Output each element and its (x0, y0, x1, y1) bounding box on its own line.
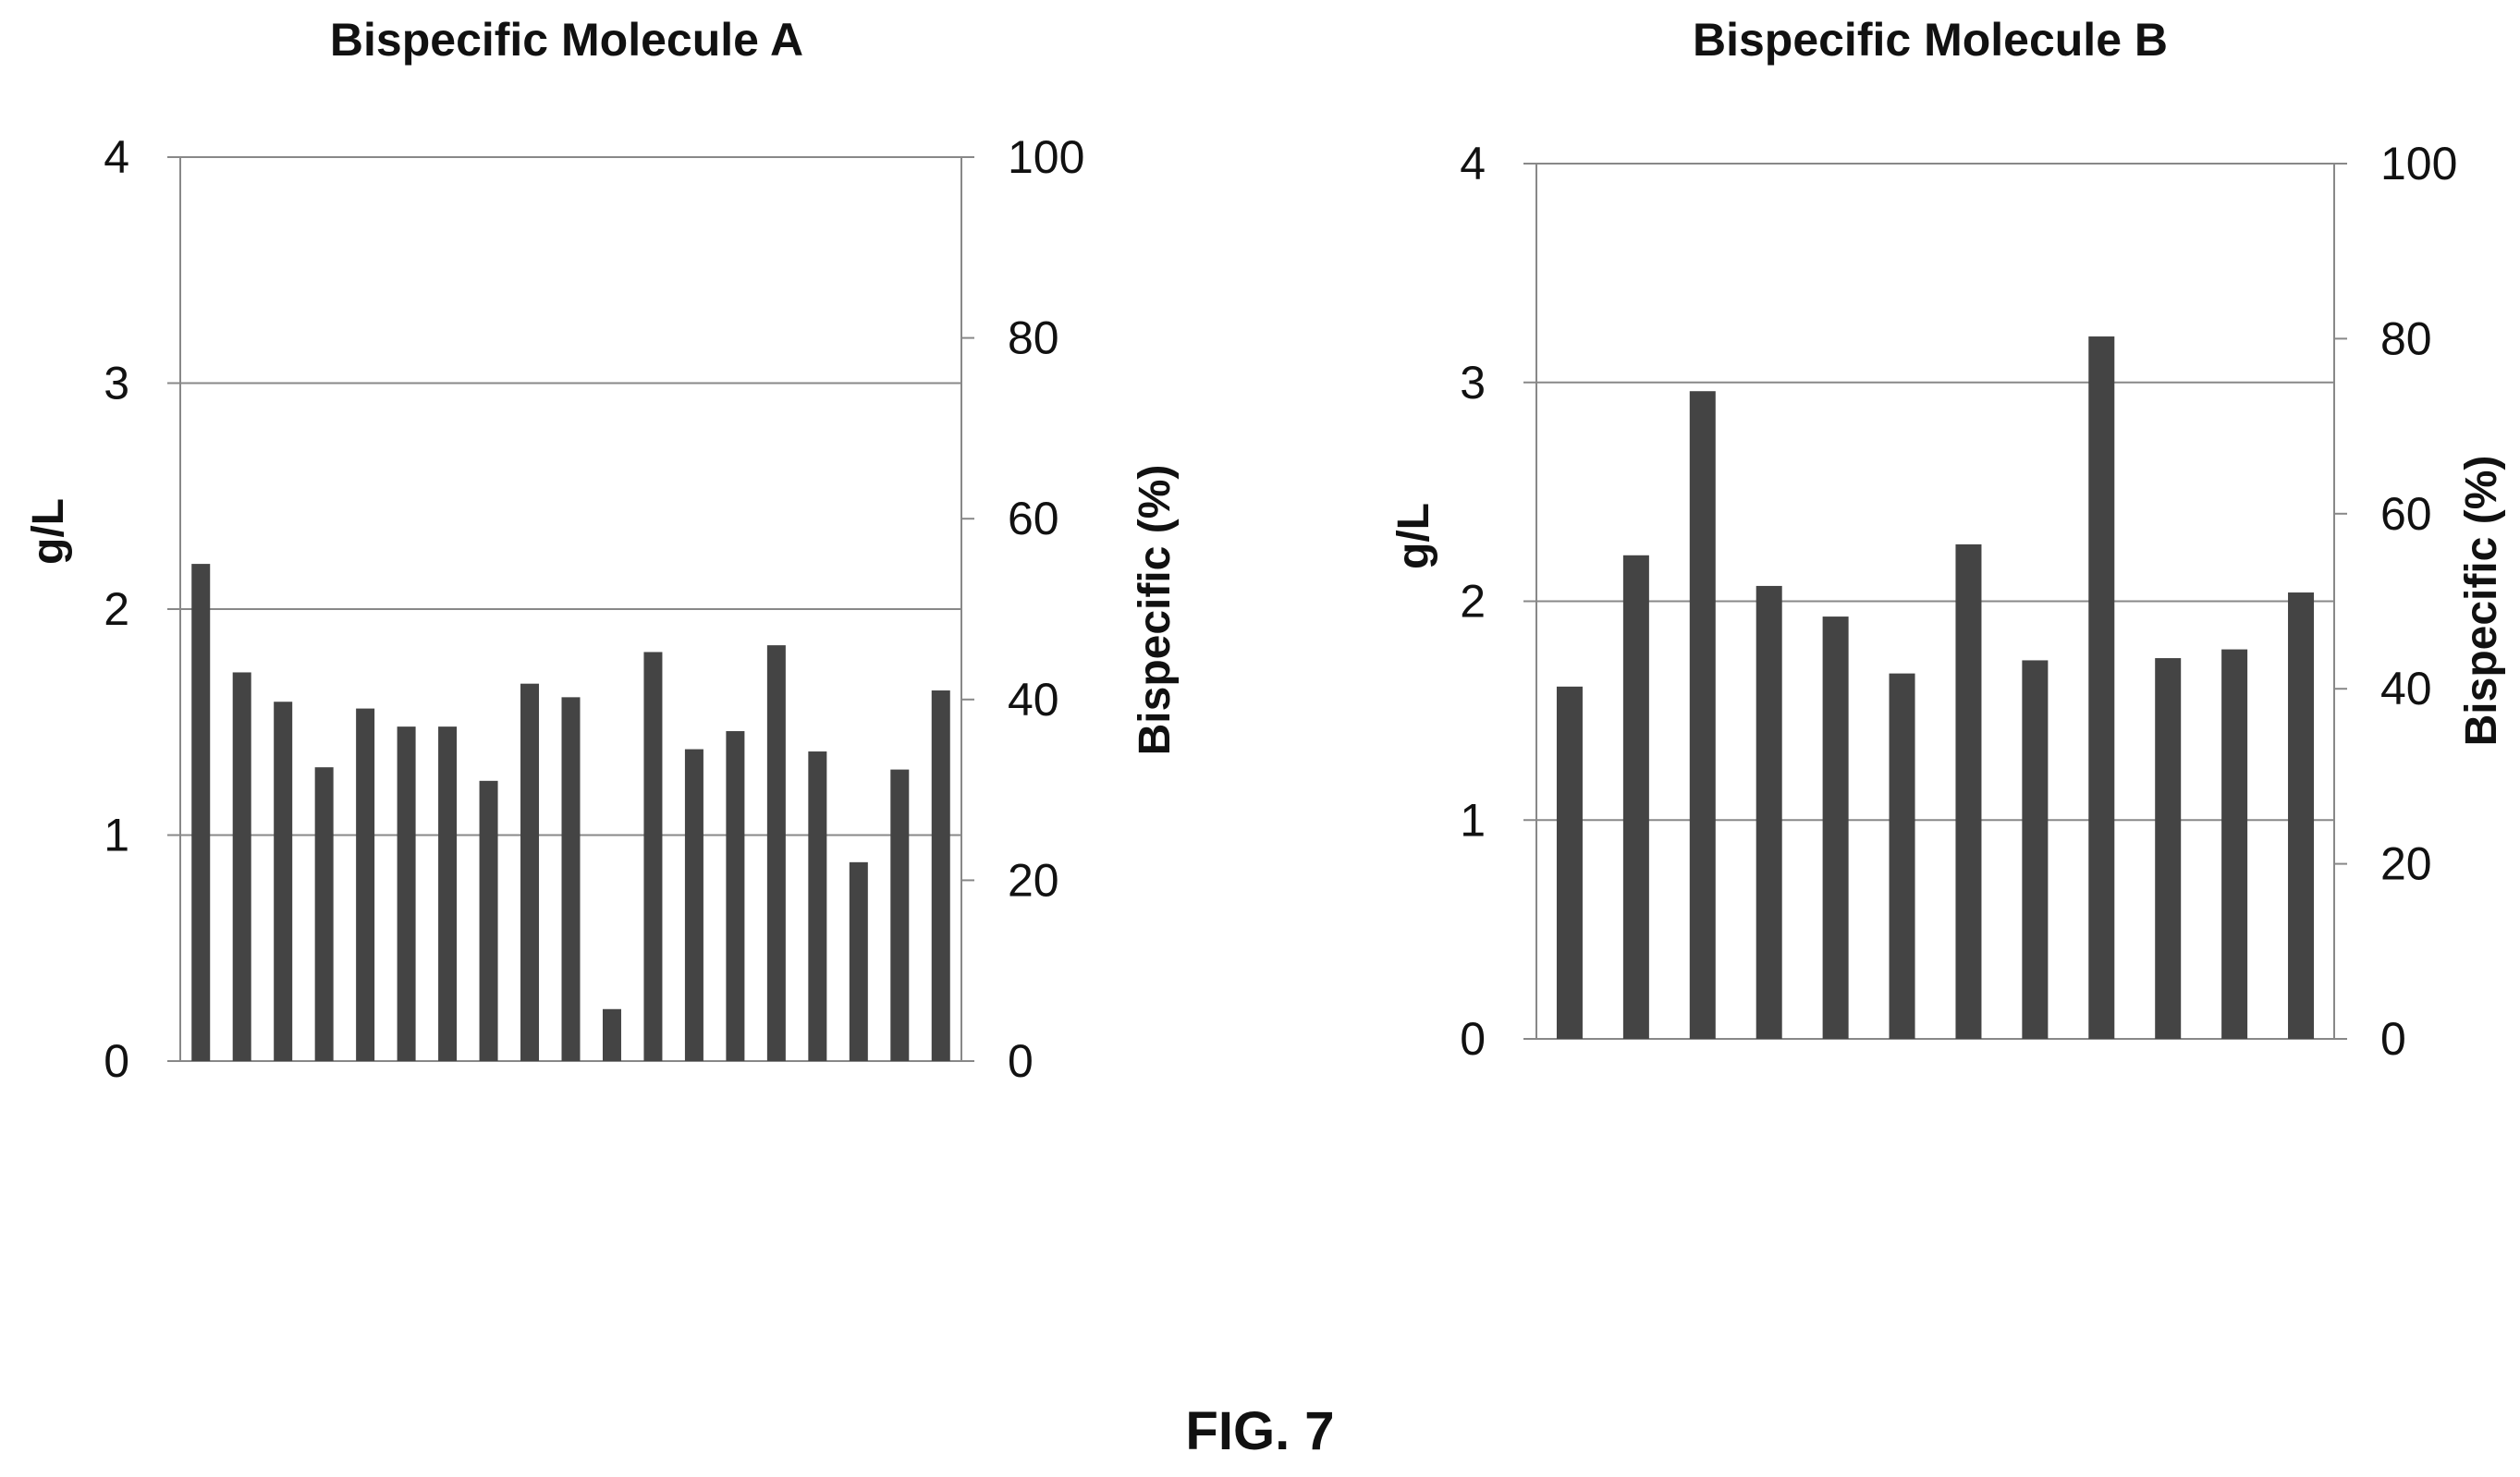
y-tick-label: 4 (104, 131, 129, 183)
y2-tick-label: 80 (1008, 312, 1059, 364)
bar (438, 726, 458, 1061)
bar (1689, 391, 1716, 1040)
y-tick-label: 1 (1460, 794, 1486, 846)
bar (643, 652, 663, 1061)
bar (274, 702, 293, 1061)
bar (849, 861, 868, 1061)
y2-tick-label: 100 (1008, 131, 1084, 183)
bar (684, 749, 703, 1061)
y2-tick-label: 100 (2380, 138, 2457, 189)
y2-tick-label: 40 (2380, 663, 2432, 714)
bar (1822, 616, 1849, 1039)
bar (2088, 336, 2115, 1040)
bar (520, 683, 540, 1061)
y2-axis-label: Bispecific (%) (2457, 456, 2506, 747)
y-tick-label: 3 (1460, 357, 1486, 409)
figure-caption: FIG. 7 (1185, 1401, 1335, 1461)
y2-tick-label: 0 (2380, 1013, 2406, 1065)
bar (1622, 555, 1649, 1039)
bar (2022, 660, 2049, 1039)
bar (2155, 658, 2182, 1039)
y2-tick-label: 20 (2380, 838, 2432, 890)
bar (766, 645, 786, 1061)
bar (191, 564, 211, 1061)
bar (602, 1008, 621, 1061)
chart-bispecific-molecule-b: Bispecific Molecule B01234020406080100g/… (1389, 14, 2506, 1065)
y2-tick-label: 0 (1008, 1035, 1034, 1087)
bar (314, 767, 334, 1061)
y-tick-label: 3 (104, 358, 129, 409)
chart-bispecific-molecule-a: Bispecific Molecule A01234020406080100g/… (24, 14, 1180, 1087)
bar (1755, 585, 1782, 1039)
bar (931, 690, 950, 1061)
bar (356, 708, 375, 1061)
y-tick-label: 0 (1460, 1013, 1486, 1065)
bar (2288, 592, 2315, 1039)
y-tick-label: 1 (104, 810, 129, 861)
y2-tick-label: 80 (2380, 312, 2432, 364)
bar (1556, 686, 1583, 1039)
chart-title: Bispecific Molecule B (1693, 14, 2168, 66)
bar (890, 769, 910, 1061)
y-axis-label: g/L (24, 498, 73, 565)
bar (479, 780, 498, 1061)
y2-tick-label: 40 (1008, 674, 1059, 726)
bar (1955, 543, 1982, 1039)
y-tick-label: 0 (104, 1035, 129, 1087)
bar (1889, 673, 1915, 1039)
y-axis-label: g/L (1389, 503, 1438, 569)
y2-tick-label: 20 (1008, 854, 1059, 906)
bar (2221, 649, 2248, 1039)
bar (726, 731, 745, 1061)
bar (808, 751, 827, 1061)
y-tick-label: 4 (1460, 138, 1486, 189)
bar (397, 726, 416, 1061)
y2-tick-label: 60 (2380, 488, 2432, 540)
chart-title: Bispecific Molecule A (330, 14, 803, 66)
y-tick-label: 2 (1460, 576, 1486, 628)
bar (232, 672, 251, 1061)
bar (561, 697, 581, 1061)
y2-axis-label: Bispecific (%) (1131, 465, 1180, 756)
y2-tick-label: 60 (1008, 493, 1059, 544)
y-tick-label: 2 (104, 583, 129, 635)
